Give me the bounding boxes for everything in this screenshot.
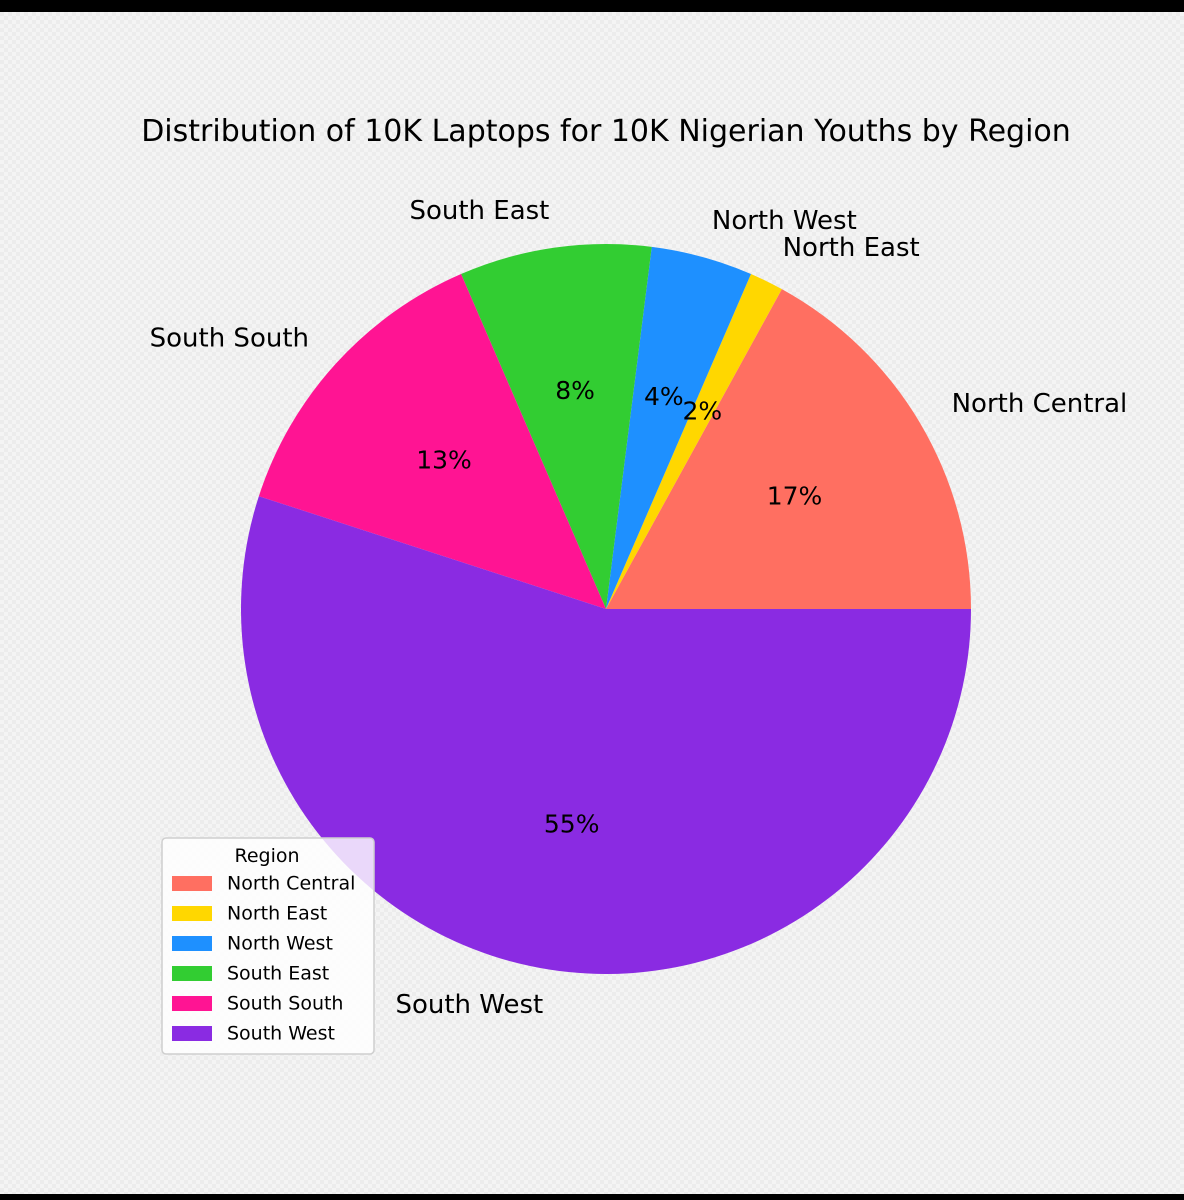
pct-label-north-west: 4% [644, 382, 684, 411]
pie-labels: North Central 17% North East 2% North West 4%… [150, 196, 1128, 1020]
legend: Region North Central North East North West… [161, 837, 375, 1055]
chart-title: Distribution of 10K Laptops for 10K Nige… [141, 114, 1071, 149]
legend-swatch-south-east [172, 966, 212, 981]
slice-label-south-east: South East [409, 196, 549, 226]
pct-label-north-central: 17% [767, 482, 823, 511]
slice-north-west [606, 246, 751, 609]
slice-north-east [606, 274, 782, 609]
slice-label-north-east: North East [783, 233, 920, 263]
pct-label-south-east: 8% [555, 376, 595, 405]
legend-label-north-central: North Central [227, 873, 355, 895]
slice-south-south [258, 274, 606, 609]
slice-label-south-west: South West [395, 990, 543, 1020]
pie-slices [241, 244, 971, 974]
legend-label-south-south: South South [227, 993, 343, 1015]
slice-label-north-central: North Central [952, 389, 1128, 419]
legend-label-south-east: South East [227, 963, 329, 985]
legend-label-north-west: North West [227, 933, 333, 955]
legend-swatch-south-south [172, 996, 212, 1011]
pct-label-north-east: 2% [682, 396, 722, 425]
slice-north-central [606, 289, 971, 609]
legend-swatch-north-west [172, 936, 212, 951]
legend-label-north-east: North East [227, 903, 327, 925]
legend-label-south-west: South West [227, 1023, 335, 1045]
slice-south-west [241, 496, 971, 974]
window-bottom-border [0, 1194, 1184, 1200]
legend-swatch-north-east [172, 906, 212, 921]
legend-swatch-north-central [172, 876, 212, 891]
pct-label-south-west: 55% [544, 809, 600, 838]
legend-box [161, 837, 375, 1055]
slice-label-north-west: North West [712, 206, 857, 236]
legend-swatch-south-west [172, 1026, 212, 1041]
slice-south-east [461, 244, 652, 610]
legend-title: Region [234, 845, 299, 867]
pct-label-south-south: 13% [416, 446, 472, 475]
window-top-border [0, 0, 1184, 12]
slice-label-south-south: South South [150, 323, 309, 353]
